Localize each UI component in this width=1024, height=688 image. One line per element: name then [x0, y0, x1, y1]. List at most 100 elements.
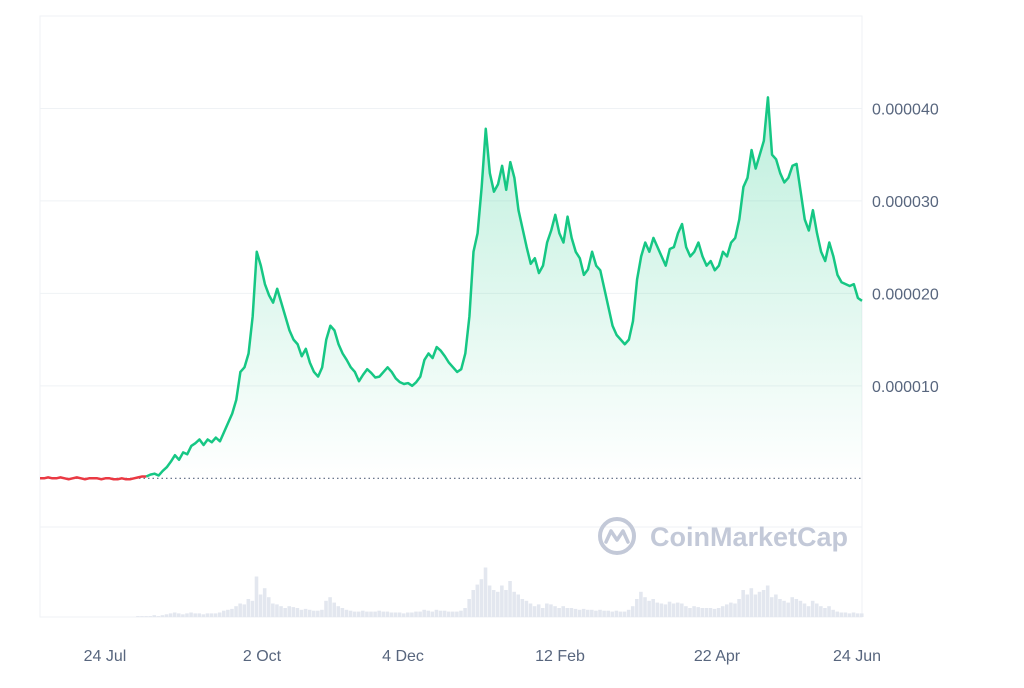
- volume-bar: [569, 608, 574, 617]
- volume-bar: [855, 613, 860, 617]
- volume-bar: [598, 609, 602, 617]
- volume-bar: [700, 608, 705, 617]
- volume-bar: [140, 616, 144, 617]
- volume-bar: [185, 613, 189, 617]
- volume-bar: [540, 608, 545, 617]
- volume-bar: [557, 608, 561, 617]
- volume-bar: [299, 609, 304, 617]
- volume-bar: [430, 611, 435, 617]
- volume-bar: [279, 606, 283, 617]
- volume-bar: [630, 606, 635, 617]
- price-line-below-baseline: [40, 475, 147, 481]
- volume-bar: [295, 608, 300, 617]
- volume-bar: [181, 614, 185, 617]
- volume-bar: [553, 606, 557, 617]
- volume-bar: [479, 579, 484, 617]
- volume-bar: [205, 613, 210, 617]
- volume-bar: [406, 612, 410, 617]
- volume-bar: [377, 610, 381, 617]
- volume-bar: [373, 611, 377, 617]
- x-tick-label: 24 Jul: [84, 648, 127, 665]
- volume-bar: [819, 606, 823, 617]
- volume-bar: [352, 611, 357, 617]
- volume-bar: [446, 611, 451, 617]
- volume-bar: [291, 607, 296, 617]
- volume-bar: [512, 591, 516, 617]
- volume-bar: [213, 613, 218, 617]
- volume-bar: [230, 608, 234, 617]
- volume-bar: [536, 604, 541, 617]
- volume-bar: [753, 594, 758, 617]
- volume-bar: [418, 611, 422, 617]
- volume-bar: [504, 590, 508, 617]
- volume-bar: [451, 611, 455, 617]
- volume-bar: [136, 616, 140, 617]
- volume-bar: [455, 611, 459, 617]
- volume-bar: [545, 603, 549, 617]
- volume-bar: [177, 613, 181, 617]
- volume-bar: [688, 608, 692, 617]
- volume-bar: [410, 612, 414, 617]
- volume-bar: [810, 600, 815, 617]
- volume-bar: [585, 609, 590, 617]
- volume-bar: [328, 597, 332, 617]
- volume-bar: [528, 603, 533, 617]
- volume-bar: [422, 609, 426, 617]
- volume-bar: [590, 609, 594, 617]
- volume-bar: [487, 585, 492, 617]
- volume-bar: [635, 599, 639, 617]
- volume-bar: [786, 602, 790, 617]
- volume-bar: [549, 604, 553, 617]
- volume-bar: [389, 612, 394, 617]
- volume-bar: [258, 594, 263, 617]
- volume-bar: [843, 612, 848, 617]
- volume-bar: [827, 606, 831, 617]
- volume-bar: [172, 612, 177, 617]
- volume-bar: [340, 608, 345, 617]
- volume-bar: [217, 612, 222, 617]
- volume-bar: [164, 614, 169, 617]
- volume-bar: [831, 609, 835, 617]
- volume-bar: [696, 607, 700, 617]
- volume-bar: [221, 610, 226, 617]
- volume-bar: [708, 608, 713, 617]
- volume-bar: [336, 606, 341, 617]
- volume-bar: [434, 609, 439, 617]
- volume-bar: [242, 604, 247, 617]
- volume-bar: [332, 602, 336, 617]
- volume-bar: [716, 608, 721, 617]
- x-tick-label: 2 Oct: [243, 648, 282, 665]
- volume-bar: [193, 613, 197, 617]
- volume-bar: [189, 612, 193, 617]
- volume-bar: [495, 591, 500, 617]
- volume-bar: [459, 610, 463, 617]
- volume-bar: [847, 613, 852, 617]
- volume-bar: [745, 594, 750, 617]
- volume-bar: [573, 608, 578, 617]
- volume-bar: [794, 599, 799, 617]
- volume-bar: [643, 597, 647, 617]
- volume-bar: [283, 608, 287, 617]
- coinmarketcap-logo-icon: [598, 517, 636, 555]
- volume-bar: [197, 613, 202, 617]
- volume-bar: [823, 608, 827, 617]
- volume-bar: [692, 606, 696, 617]
- volume-bar: [622, 611, 627, 617]
- volume-bar: [712, 608, 717, 617]
- volume-bar: [577, 609, 582, 617]
- volume-bar: [156, 616, 161, 617]
- volume-bar: [524, 600, 529, 617]
- volume-bar: [393, 612, 398, 617]
- volume-bar: [729, 602, 733, 617]
- volume-bar: [442, 610, 447, 617]
- volume-bar: [532, 606, 537, 617]
- volume-bar: [594, 610, 598, 617]
- price-line-above-baseline: [145, 96, 863, 478]
- volume-bar: [602, 610, 606, 617]
- y-tick-label: 0.000030: [872, 194, 939, 211]
- volume-bar: [307, 609, 312, 617]
- y-tick-label: 0.000020: [872, 286, 939, 303]
- volume-bar: [614, 610, 619, 617]
- volume-bar: [651, 599, 655, 617]
